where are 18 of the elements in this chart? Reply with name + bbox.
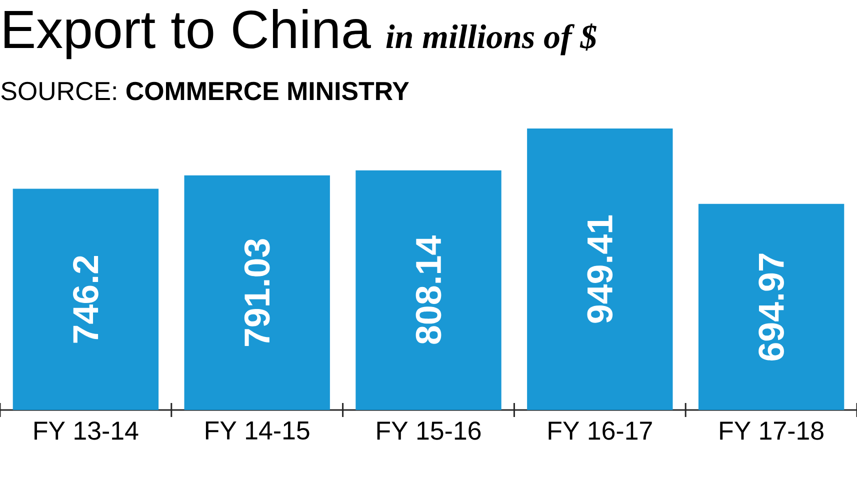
data-label: 791.03 bbox=[244, 239, 270, 346]
bar bbox=[527, 128, 673, 410]
bar bbox=[12, 188, 159, 410]
data-label: 949.41 bbox=[587, 215, 613, 323]
chart-title: Export to China bbox=[4, 9, 371, 60]
x-tick-label: FY 14-15 bbox=[206, 422, 310, 440]
source-note: SOURCE: COMMERCE MINISTRY bbox=[1, 82, 409, 100]
chart-subtitle: in millions of $ bbox=[386, 23, 596, 56]
x-tick-label: FY 13-14 bbox=[34, 422, 138, 440]
x-tick-label: FY 15-16 bbox=[377, 422, 481, 440]
bar bbox=[184, 175, 330, 410]
data-label: 808.14 bbox=[416, 236, 442, 344]
x-tick-label: FY 16-17 bbox=[548, 422, 652, 440]
bar bbox=[356, 170, 502, 410]
data-label: 746.2 bbox=[73, 256, 98, 343]
bar bbox=[698, 204, 844, 410]
data-label: 694.97 bbox=[758, 254, 784, 360]
x-tick-label: FY 17-18 bbox=[720, 422, 824, 440]
